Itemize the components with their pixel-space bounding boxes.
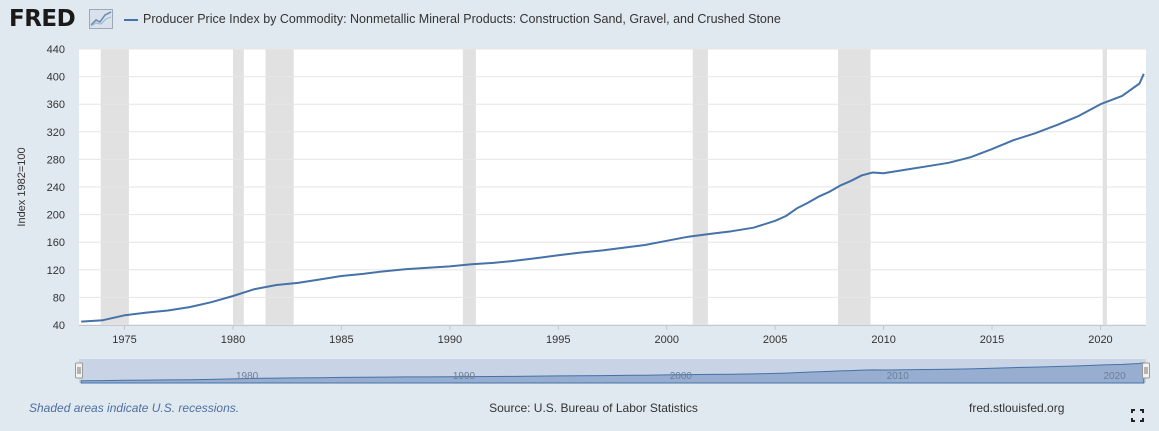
x-tick-label: 2020 [1088,334,1112,346]
y-tick-label: 80 [53,292,65,304]
navigator-left-handle[interactable] [75,362,83,379]
x-tick-label: 2015 [980,334,1004,346]
y-tick-label: 280 [47,154,65,166]
y-tick-label: 120 [47,265,65,277]
series-line [81,73,1145,323]
series-group [81,73,1145,323]
navigator[interactable]: 1980 1990 2000 2010 2020 [75,359,1150,384]
recession-note: Shaded areas indicate U.S. recessions. [29,401,240,415]
navigator-tick-label: 2010 [887,371,910,382]
line-graph-icon [89,9,113,29]
chart-area: 40 80 120 160 200 240 280 320 360 400 440 1975 1980… [16,44,1150,384]
x-tick-label: 1995 [546,334,570,346]
fullscreen-icon[interactable] [1131,409,1144,422]
x-tick-label: 2005 [763,334,787,346]
x-tick-label: 2010 [871,334,895,346]
y-tick-label: 320 [47,127,65,139]
navigator-tick-label: 2000 [670,371,693,382]
y-tick-label: 240 [47,182,65,194]
x-tick-label: 1980 [221,334,245,346]
x-tick-label: 1975 [112,334,136,346]
y-tick-labels: 40 80 120 160 200 240 280 320 360 400 440 [47,44,65,332]
y-tick-label: 360 [47,99,65,111]
y-tick-label: 440 [47,44,65,56]
x-tick-labels: 1975 1980 1985 1990 1995 2000 2005 2010 2015 2020 [112,325,1113,346]
y-tick-label: 40 [53,320,65,332]
grid-lines [79,48,1146,326]
navigator-tick-label: 1980 [236,371,259,382]
y-tick-label: 400 [47,72,65,84]
navigator-tick-label: 1990 [453,371,476,382]
chart-header: FRED Producer Price Index by Commodity: … [0,0,1159,40]
site-link[interactable]: fred.stlouisfed.org [969,401,1065,415]
x-tick-label: 1985 [329,334,353,346]
y-tick-label: 200 [47,210,65,222]
navigator-tick-label: 2020 [1103,371,1126,382]
x-tick-label: 1990 [438,334,462,346]
series-title: Producer Price Index by Commodity: Nonme… [143,12,781,26]
source-text: Source: U.S. Bureau of Labor Statistics [489,401,698,415]
x-tick-label: 2000 [654,334,678,346]
navigator-right-handle[interactable] [1142,362,1150,379]
navigator-series [80,362,1145,384]
y-axis-label: Index 1982=100 [16,147,28,226]
legend-swatch [124,19,138,21]
fred-logo[interactable]: FRED [9,6,76,32]
y-tick-label: 160 [47,237,65,249]
